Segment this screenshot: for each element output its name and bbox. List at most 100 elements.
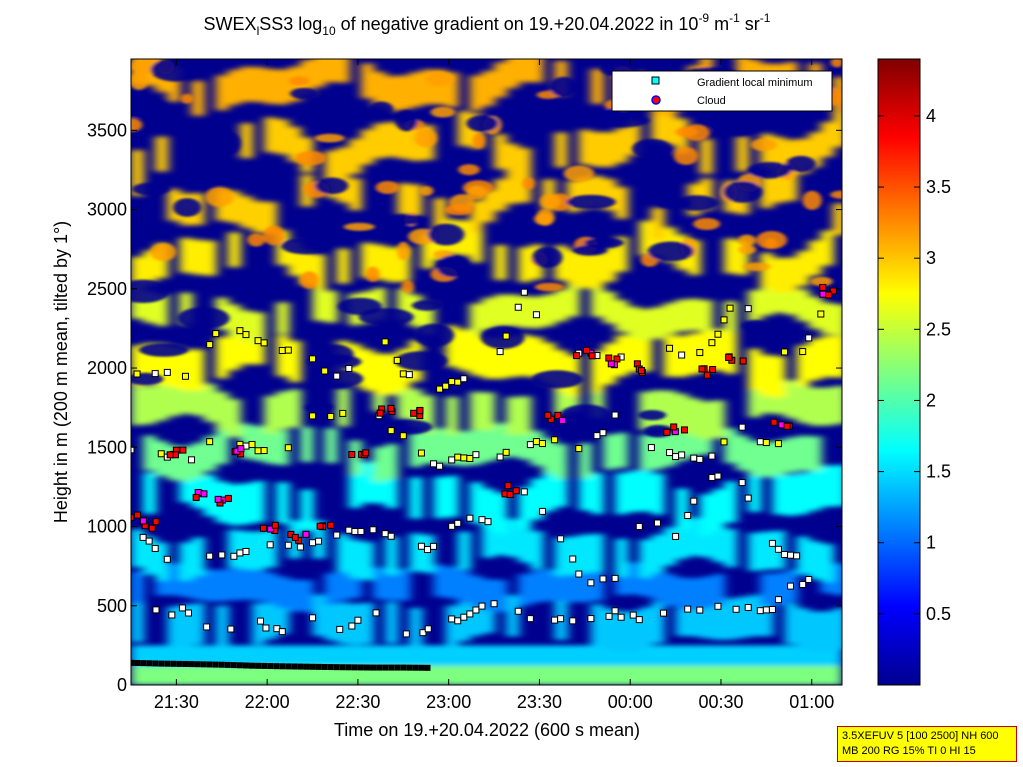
heat-cell [760, 283, 774, 316]
gradient-minimum-marker [178, 604, 186, 612]
heat-cell [566, 249, 580, 285]
heat-cell [360, 63, 375, 99]
heat-spot [738, 245, 757, 255]
heat-spot [343, 222, 375, 231]
cloud-marker [638, 367, 646, 375]
gradient-minimum-marker [617, 613, 625, 621]
colorbar-ticks: 0.5 1 1.5 2 2.5 3 3.5 4 [878, 106, 951, 624]
cloud-marker [554, 411, 562, 419]
gradient-minimum-marker [575, 445, 583, 453]
heat-cell [554, 444, 568, 479]
heat-cell [215, 337, 229, 379]
heat-cell [215, 392, 229, 431]
gradient-minimum-marker [599, 575, 607, 583]
heat-spot [314, 133, 345, 143]
heat-cell [143, 250, 157, 286]
gradient-minimum-marker [424, 664, 431, 671]
heat-cell [760, 531, 774, 570]
heat-cell [542, 438, 556, 474]
colorbar-tick-label: 4 [926, 106, 936, 126]
heat-cell [203, 475, 217, 517]
gradient-minimum-marker [817, 310, 825, 318]
gradient-minimum-marker [708, 474, 716, 482]
gradient-minimum-marker [454, 453, 462, 461]
gradient-minimum-marker [327, 412, 335, 420]
gradient-minimum-marker [254, 337, 262, 345]
cloud-marker [770, 418, 778, 426]
cloud-marker [703, 371, 711, 379]
gradient-minimum-marker [315, 663, 322, 670]
y-axis: 0 500 1000 1500 2000 2500 3000 3500 [87, 120, 842, 695]
heat-cell [808, 240, 822, 276]
gradient-minimum-marker [781, 348, 789, 356]
heat-cell [191, 568, 205, 600]
gradient-minimum-marker [460, 375, 468, 383]
heat-cell [639, 539, 653, 578]
gradient-minimum-marker [635, 616, 643, 624]
heat-cell [324, 428, 338, 464]
heat-cell [324, 150, 338, 186]
gradient-minimum-marker [230, 662, 237, 669]
gradient-minimum-marker [448, 522, 456, 530]
heat-cell [784, 602, 798, 645]
heat-cell [590, 351, 604, 393]
gradient-minimum-marker [297, 663, 304, 670]
heat-cell [239, 196, 254, 228]
heat-spot [289, 76, 310, 86]
gradient-minimum-marker [526, 441, 534, 449]
gradient-minimum-marker [805, 334, 813, 342]
gradient-minimum-marker [417, 542, 425, 550]
heat-cell [506, 143, 520, 179]
heat-spot [205, 187, 234, 207]
heat-gap [436, 255, 471, 278]
heat-cell [494, 493, 508, 535]
gradient-minimum-marker [194, 661, 201, 668]
heat-cell [639, 470, 653, 512]
gradient-minimum-marker [557, 535, 565, 543]
heat-cell [808, 387, 822, 426]
heat-cell [409, 72, 423, 108]
gradient-minimum-marker [424, 625, 432, 633]
heat-cell [215, 605, 229, 647]
heat-cell [409, 533, 423, 572]
gradient-minimum-marker [430, 460, 438, 468]
heat-cell [264, 572, 278, 605]
gradient-minimum-marker [436, 462, 444, 470]
heat-gap [747, 162, 792, 179]
gradient-minimum-marker [569, 617, 577, 625]
heat-gap [505, 106, 549, 119]
heat-cell [796, 289, 810, 322]
cloud-marker [783, 422, 791, 430]
heat-cell [469, 575, 483, 608]
heat-gap [619, 279, 642, 291]
x-axis-label: Time on 19.+20.04.2022 (600 s mean) [334, 720, 640, 740]
heat-cell [191, 349, 205, 391]
heat-gap [281, 237, 332, 255]
heat-cell [808, 436, 822, 472]
heat-cell [264, 396, 278, 435]
heat-cell [252, 569, 266, 601]
heat-spot [830, 59, 842, 68]
heat-cell [373, 447, 387, 482]
gradient-minimum-marker [242, 662, 249, 669]
heat-cell [699, 401, 713, 440]
heat-spot [180, 93, 194, 104]
heat-cell [433, 564, 447, 597]
gradient-minimum-marker [418, 664, 425, 671]
heat-spot [750, 138, 778, 152]
gradient-minimum-marker [339, 664, 346, 671]
cloud-marker [544, 411, 552, 419]
gradient-minimum-marker [278, 628, 286, 636]
heat-cell [252, 67, 266, 102]
heat-cell [760, 355, 774, 397]
cloud-marker [512, 487, 520, 495]
gradient-minimum-marker [345, 364, 353, 372]
gradient-minimum-marker [448, 615, 456, 623]
heat-cell [724, 598, 738, 640]
gradient-minimum-marker [336, 625, 344, 633]
heat-cell [445, 475, 459, 518]
heat-cell [227, 568, 241, 601]
gradient-minimum-marker [405, 371, 413, 379]
gradient-minimum-marker [448, 456, 456, 464]
cloud-marker [819, 290, 827, 298]
